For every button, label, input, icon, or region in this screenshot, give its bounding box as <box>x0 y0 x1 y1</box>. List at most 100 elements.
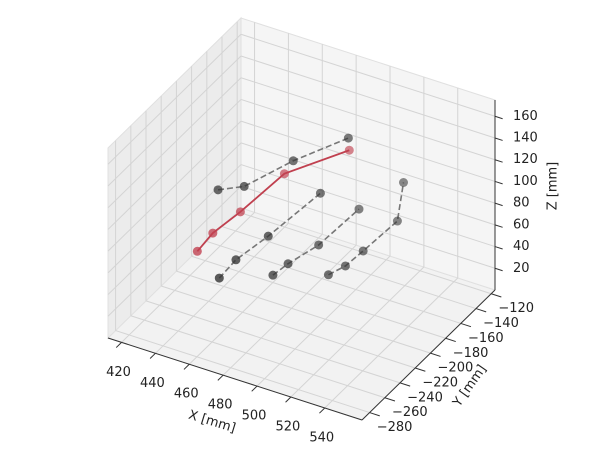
tick-mark <box>399 382 411 387</box>
z-tick-label: 100 <box>513 174 538 189</box>
z-tick-label: 20 <box>513 261 530 276</box>
tick-mark <box>369 412 380 417</box>
tick-mark <box>460 322 472 328</box>
tick-mark <box>494 115 503 120</box>
grid-line <box>240 77 496 161</box>
grid-line <box>107 142 242 274</box>
tick-mark <box>494 224 503 228</box>
grid-line <box>107 55 242 187</box>
y-tick-label: −120 <box>498 301 534 316</box>
grid-line <box>240 120 496 204</box>
marker <box>268 270 278 280</box>
marker <box>231 255 241 265</box>
marker <box>263 231 273 241</box>
marker <box>208 228 218 238</box>
marker <box>213 185 223 195</box>
x-tick-label: 480 <box>208 398 233 413</box>
trajectory-line <box>217 137 349 191</box>
grid-line <box>155 222 289 354</box>
marker <box>235 207 245 217</box>
grid-line <box>161 285 416 369</box>
grid-line <box>240 55 496 139</box>
marker <box>354 204 364 214</box>
marker <box>192 246 202 256</box>
marker <box>288 156 298 166</box>
marker <box>343 133 353 143</box>
x-tick-label: 460 <box>174 387 199 402</box>
axis-line <box>361 289 496 421</box>
y-tick-label: −180 <box>453 346 489 361</box>
grid-line <box>191 255 446 339</box>
tick-mark <box>494 137 503 141</box>
trajectory-line <box>272 208 360 276</box>
tick-mark <box>494 246 503 250</box>
x-tick-label: 420 <box>106 365 131 380</box>
tick-mark <box>251 385 258 392</box>
x-tick-label: 540 <box>309 430 334 445</box>
tick-mark <box>149 352 156 359</box>
z-tick-label: 80 <box>513 196 530 211</box>
tick-mark <box>430 352 441 357</box>
tick-mark <box>494 159 503 163</box>
y-tick-label: −220 <box>422 376 458 391</box>
grid-line <box>240 33 496 117</box>
z-tick-label: 60 <box>513 217 530 232</box>
grid-line <box>324 277 459 409</box>
marker <box>358 246 368 256</box>
axis-line <box>107 337 363 421</box>
grid-line <box>256 255 391 387</box>
grid-line <box>107 99 242 230</box>
z-tick-label: 120 <box>513 152 538 167</box>
grid-line <box>121 212 255 343</box>
y-tick-label: −200 <box>438 361 474 376</box>
grid-line <box>240 185 496 269</box>
marker <box>315 188 325 198</box>
marker <box>239 181 249 191</box>
tick-mark <box>384 397 396 402</box>
z-axis-label: Z [mm] <box>546 162 561 211</box>
tick-mark <box>183 363 190 370</box>
marker <box>283 259 293 269</box>
grid-line <box>107 185 242 317</box>
grid-line <box>107 33 242 165</box>
grid-line <box>115 330 370 414</box>
marker <box>392 216 402 226</box>
grid-line <box>222 244 357 376</box>
tick-mark <box>217 374 224 381</box>
y-tick-label: −260 <box>392 405 428 420</box>
tick-mark <box>415 367 426 372</box>
tick-mark <box>475 308 487 313</box>
grid-line <box>130 315 385 399</box>
tick-mark <box>494 202 503 207</box>
z-tick-label: 160 <box>513 109 538 124</box>
grid-line <box>107 77 242 209</box>
trajectory-line <box>218 192 321 279</box>
grid-line <box>107 120 242 252</box>
marker <box>340 261 350 271</box>
marker <box>214 273 224 283</box>
trajectory-line <box>328 182 405 276</box>
grid-line <box>176 270 431 354</box>
marker <box>279 169 289 179</box>
tick-mark <box>445 337 456 343</box>
z-tick-label: 140 <box>513 131 538 146</box>
grid-line <box>206 240 461 324</box>
grid-line <box>240 164 496 248</box>
y-tick-label: −160 <box>468 331 504 346</box>
tick-mark <box>491 293 502 298</box>
marker <box>344 145 354 155</box>
marker <box>398 177 408 187</box>
tick-mark <box>494 267 503 272</box>
x-tick-label: 500 <box>242 409 267 424</box>
tick-mark <box>115 342 122 348</box>
tick-mark <box>285 396 292 403</box>
grid-line <box>188 233 323 365</box>
marker <box>314 240 324 250</box>
tick-mark <box>494 180 503 185</box>
grid-line <box>240 98 496 182</box>
grid-line <box>145 300 401 384</box>
y-tick-label: −140 <box>483 316 519 331</box>
x-tick-label: 520 <box>275 420 300 435</box>
